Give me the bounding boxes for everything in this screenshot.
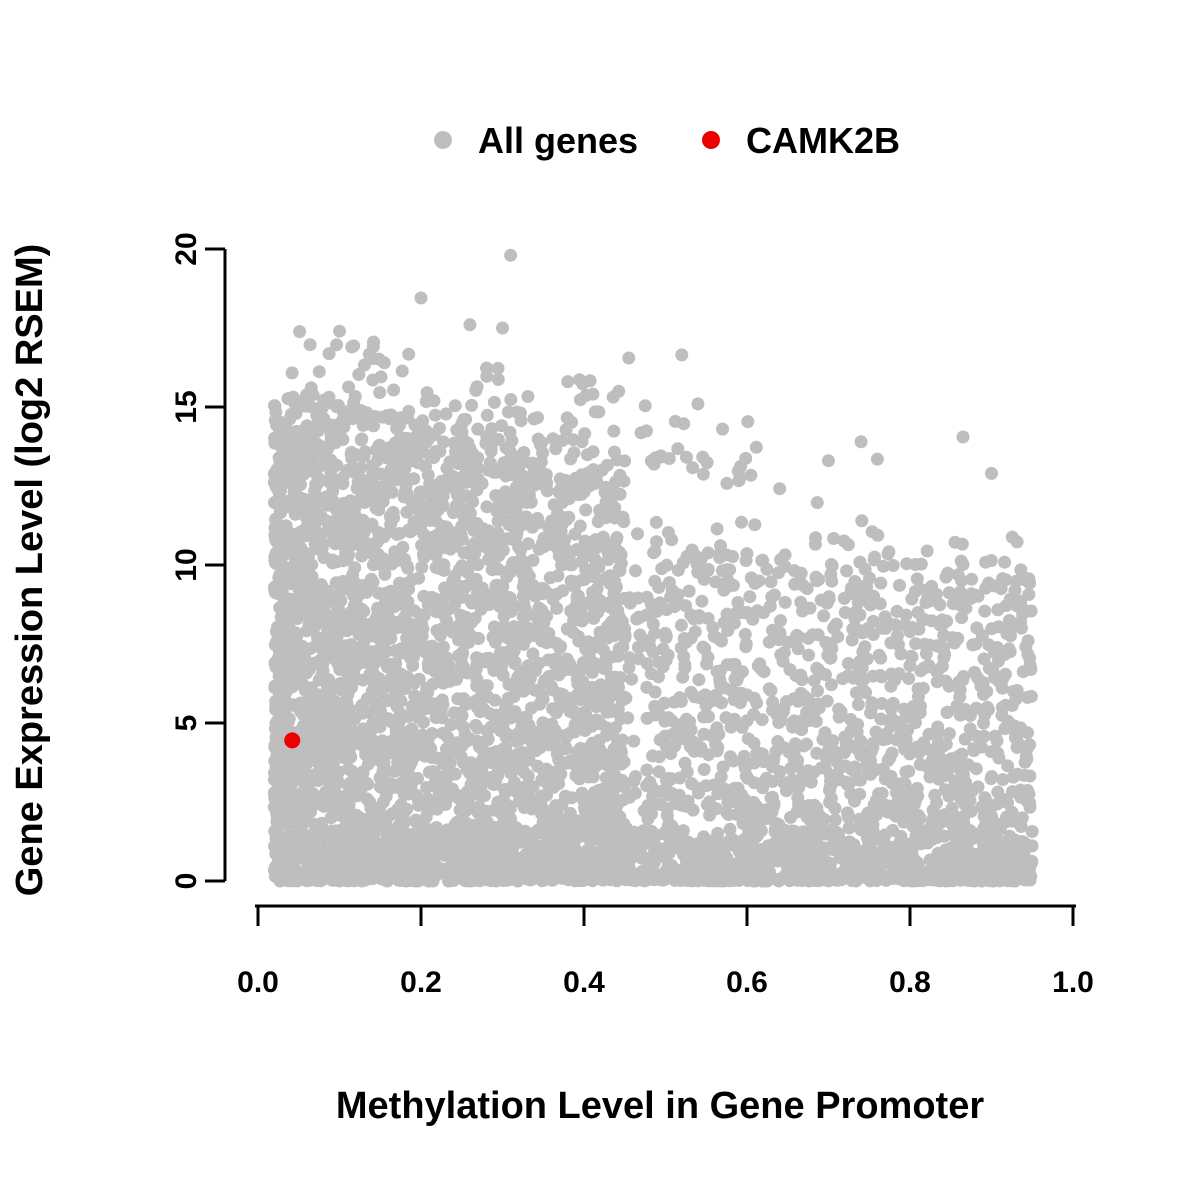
x-tick-label-0.4: 0.4 [563,966,605,999]
y-tick-label-0: 0 [170,873,203,890]
y-tick-label-15: 15 [170,390,203,423]
x-tick-label-0.0: 0.0 [237,966,279,999]
x-axis-ticks [256,906,1075,926]
x-tick-labels: 0.0 0.2 0.4 0.6 0.8 1.0 [237,966,1094,999]
legend-dot-camk2b [702,131,720,149]
legend-label-all-genes: All genes [478,120,638,161]
x-axis [255,904,1076,926]
y-tick-label-10: 10 [170,548,203,581]
y-axis [205,247,227,883]
y-tick-label-5: 5 [170,715,203,732]
x-tick-label-0.2: 0.2 [400,966,442,999]
x-axis-title: Methylation Level in Gene Promoter [336,1085,984,1127]
legend: All genes CAMK2B [434,120,900,161]
x-tick-label-1.0: 1.0 [1052,966,1094,999]
x-tick-label-0.8: 0.8 [889,966,931,999]
y-axis-ticks [205,247,225,883]
legend-dot-all-genes [434,131,452,149]
legend-label-camk2b: CAMK2B [746,120,900,161]
y-tick-labels: 0 5 10 15 20 [170,232,203,889]
y-axis-title: Gene Expression Level (log2 RSEM) [9,244,51,897]
y-tick-label-20: 20 [170,232,203,265]
x-tick-label-0.6: 0.6 [726,966,768,999]
points-all-genes [267,248,1039,888]
point-camk2b [284,732,301,749]
